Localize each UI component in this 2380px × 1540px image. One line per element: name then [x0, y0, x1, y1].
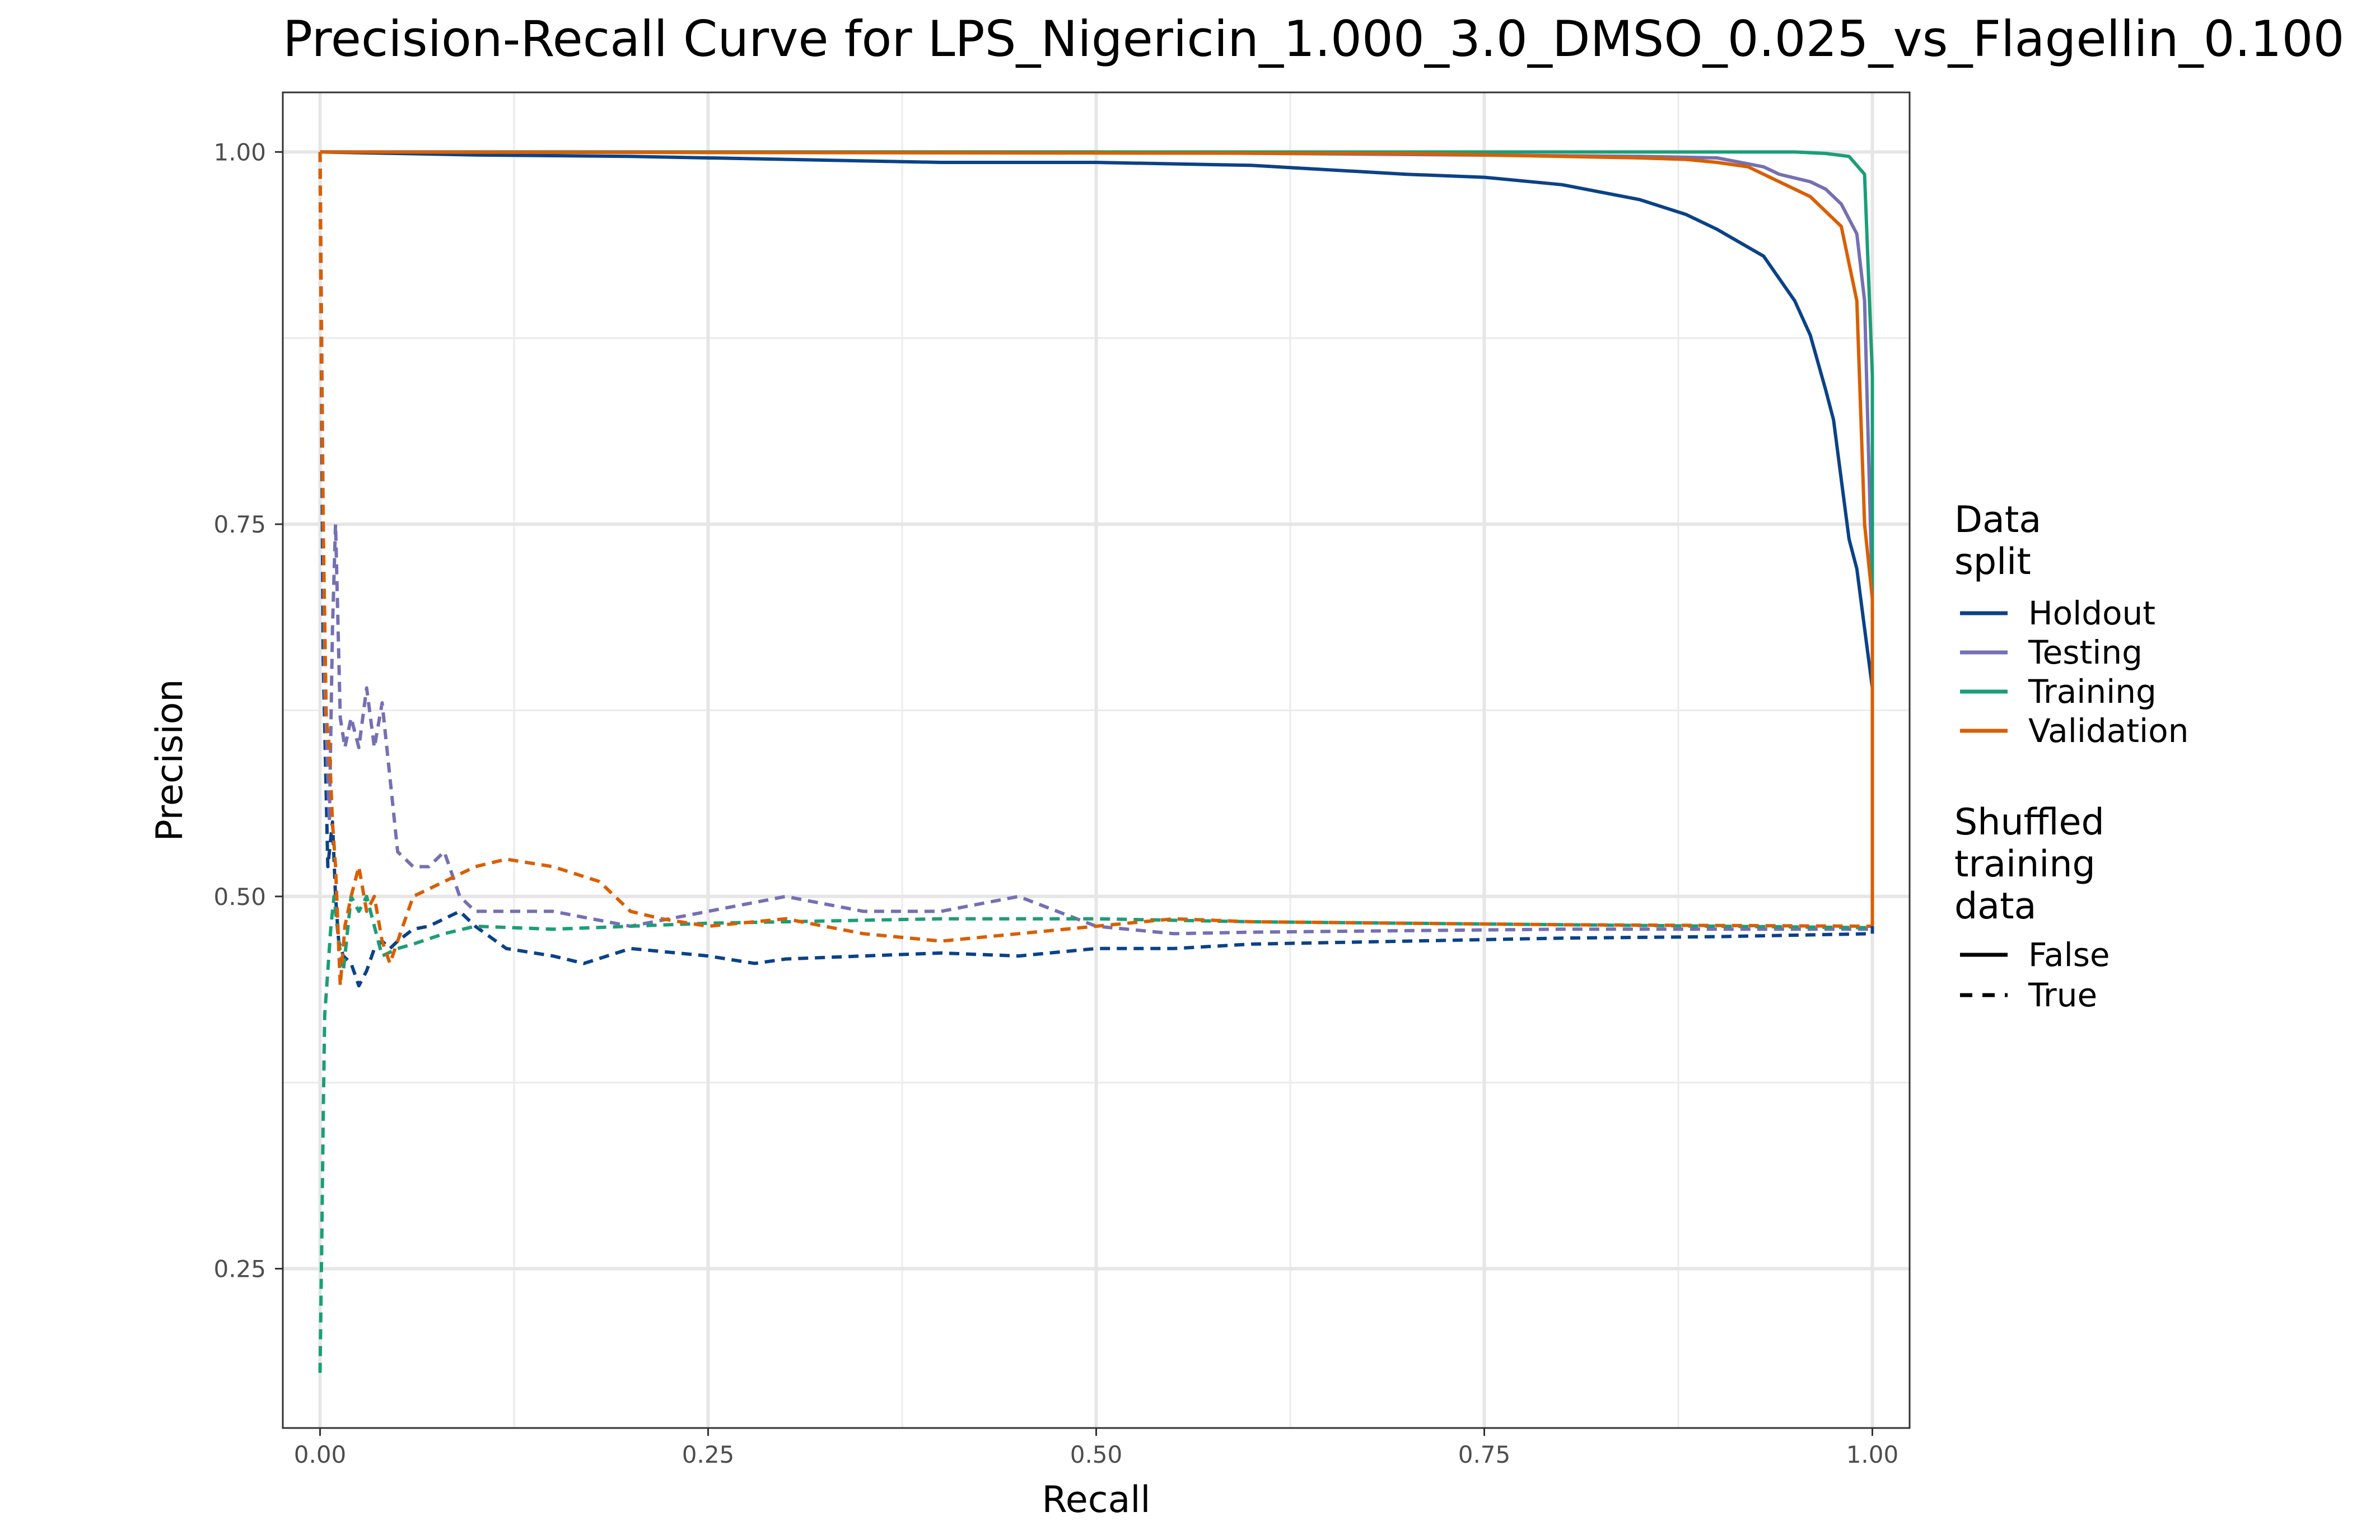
legend-label-true: True [2028, 976, 2097, 1014]
x-tick-label: 0.75 [1458, 1441, 1511, 1468]
validation-shuffled-line [318, 152, 1873, 988]
validation-line [320, 150, 1874, 926]
chart-title: Precision-Recall Curve for LPS_Nigericin… [283, 10, 2345, 68]
x-axis-title: Recall [1042, 1479, 1151, 1521]
y-tick-label: 0.25 [213, 1256, 266, 1283]
holdout-line [320, 150, 1874, 934]
legend-label-testing: Testing [2028, 633, 2143, 671]
training-shuffled-line [318, 894, 1873, 1373]
legend-title-shuffled: data [1954, 885, 2036, 927]
legend-title-data-split: Data [1954, 499, 2041, 541]
y-tick-label: 0.75 [213, 511, 266, 538]
legend-label-validation: Validation [2028, 712, 2188, 750]
legend-label-holdout: Holdout [2028, 594, 2155, 632]
grid-lines [283, 92, 1910, 1428]
y-tick-label: 1.00 [213, 138, 266, 166]
x-axis-ticks: 0.00 0.25 0.50 0.75 1.00 [294, 1428, 1898, 1468]
x-tick-label: 0.25 [682, 1441, 735, 1468]
legend-title-data-split: split [1954, 541, 2031, 583]
x-tick-label: 0.00 [294, 1441, 347, 1468]
x-tick-label: 1.00 [1846, 1441, 1899, 1468]
series-layer [318, 150, 1874, 1373]
y-axis-title: Precision [149, 679, 191, 841]
x-tick-label: 0.50 [1070, 1441, 1123, 1468]
legend-title-shuffled: training [1954, 843, 2096, 885]
legend-label-false: False [2028, 936, 2110, 974]
y-axis-ticks: 0.25 0.50 0.75 1.00 [213, 138, 283, 1283]
y-tick-label: 0.50 [213, 883, 266, 911]
legend-title-shuffled: Shuffled [1954, 801, 2104, 843]
legend-label-training: Training [2028, 673, 2157, 711]
